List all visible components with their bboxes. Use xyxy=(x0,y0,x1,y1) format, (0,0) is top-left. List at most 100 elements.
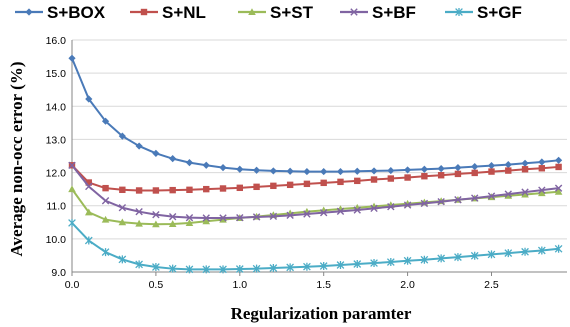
data-point-s-gf xyxy=(386,258,395,267)
data-point-s-st xyxy=(219,215,227,223)
x-tick-label: 0.5 xyxy=(149,279,164,291)
data-point-s-bf xyxy=(538,186,546,194)
data-point-s-nl xyxy=(85,179,92,186)
y-tick-label: 10.0 xyxy=(46,234,67,246)
data-point-s-nl xyxy=(169,186,176,194)
data-point-s-nl xyxy=(387,175,395,182)
data-point-s-gf xyxy=(68,218,76,227)
legend-marker xyxy=(248,8,256,15)
data-point-s-bf xyxy=(135,207,143,216)
data-point-s-nl xyxy=(538,165,546,172)
data-point-s-box xyxy=(387,166,395,175)
data-point-s-st xyxy=(152,220,160,228)
data-point-s-box xyxy=(471,163,479,171)
x-tick-label: 1.5 xyxy=(316,279,331,291)
x-tick-label: 1.0 xyxy=(232,279,247,291)
x-tick-label: 0.0 xyxy=(65,279,80,291)
data-point-s-bf xyxy=(353,206,361,214)
data-point-s-gf xyxy=(353,260,362,269)
data-point-s-gf xyxy=(420,255,429,264)
series-s-bf xyxy=(68,161,563,222)
data-point-s-bf xyxy=(437,198,445,206)
data-point-s-box xyxy=(320,167,328,176)
data-point-s-box xyxy=(101,117,110,125)
data-point-s-gf xyxy=(269,264,278,273)
data-point-s-nl xyxy=(203,185,210,193)
data-point-s-gf xyxy=(252,264,261,273)
series-line-s-box xyxy=(71,57,559,173)
data-point-s-box xyxy=(504,161,512,169)
data-point-s-gf xyxy=(336,261,345,270)
data-point-s-bf xyxy=(504,190,512,198)
data-point-s-gf xyxy=(454,253,462,262)
data-point-s-bf xyxy=(185,213,194,222)
y-tick-label: 16.0 xyxy=(46,35,67,47)
data-point-s-box xyxy=(370,167,378,175)
data-point-s-gf xyxy=(219,265,227,274)
data-point-s-box xyxy=(135,142,143,150)
data-point-s-gf xyxy=(235,265,244,274)
data-point-s-nl xyxy=(488,168,495,175)
data-point-s-gf xyxy=(554,244,563,253)
data-point-s-nl xyxy=(119,186,126,194)
legend-marker xyxy=(25,8,33,16)
legend-item-s-box: S+BOX xyxy=(15,3,106,22)
data-point-s-bf xyxy=(471,194,479,202)
data-point-s-gf xyxy=(470,251,479,260)
data-point-s-st xyxy=(168,220,177,227)
data-point-s-bf xyxy=(554,184,563,192)
legend-label: S+BF xyxy=(372,3,416,22)
data-point-s-bf xyxy=(403,201,412,209)
data-point-s-gf xyxy=(521,247,529,256)
data-point-s-st xyxy=(84,208,93,216)
series-line-s-nl xyxy=(71,164,559,192)
data-point-s-nl xyxy=(135,187,143,194)
data-point-s-st xyxy=(135,219,143,227)
data-point-s-nl xyxy=(219,185,227,192)
data-point-s-nl xyxy=(354,177,361,185)
data-point-s-nl xyxy=(320,179,327,187)
y-tick-label: 9.0 xyxy=(51,267,66,279)
data-point-s-gf xyxy=(437,254,446,263)
series-s-gf xyxy=(68,218,563,274)
data-point-s-box xyxy=(118,132,126,140)
data-point-s-gf xyxy=(135,260,143,269)
data-point-s-nl xyxy=(521,166,529,173)
data-point-s-st xyxy=(202,217,211,225)
legend-marker xyxy=(350,8,358,16)
data-point-s-box xyxy=(68,54,76,62)
x-tick-labels: 0.0 0.5 1.0 1.5 2.0 2.5 xyxy=(65,279,499,291)
legend: S+BOX S+NL S+ST S+BF S+GF xyxy=(15,3,522,22)
y-tick-label: 14.0 xyxy=(46,101,67,113)
data-point-s-gf xyxy=(286,263,294,272)
data-point-s-bf xyxy=(68,161,76,169)
data-point-s-st xyxy=(185,219,194,226)
legend-marker xyxy=(455,8,463,16)
data-point-s-box xyxy=(487,162,496,170)
data-point-s-nl xyxy=(404,174,411,181)
data-point-s-nl xyxy=(555,163,562,171)
legend-item-s-nl: S+NL xyxy=(130,3,206,22)
data-point-s-nl xyxy=(421,173,428,180)
legend-label: S+BOX xyxy=(47,3,106,22)
data-point-s-box xyxy=(152,149,160,157)
legend-marker xyxy=(140,8,148,16)
series-group xyxy=(68,54,563,274)
data-point-s-gf xyxy=(185,265,194,274)
data-point-s-box xyxy=(252,166,261,174)
y-tick-label: 12.0 xyxy=(46,168,67,180)
data-point-s-nl xyxy=(370,176,378,183)
series-line-s-bf xyxy=(71,164,559,219)
data-point-s-nl xyxy=(471,169,478,177)
y-tick-labels: 9.0 10.0 11.0 12.0 13.0 14.0 15.0 16.0 xyxy=(46,35,67,279)
data-point-s-bf xyxy=(387,203,395,211)
series-s-nl xyxy=(68,162,562,194)
data-point-s-nl xyxy=(337,178,344,186)
data-point-s-bf xyxy=(168,212,177,221)
data-point-s-bf xyxy=(336,207,345,216)
y-axis-title: Average non-occ error (%) xyxy=(7,62,26,257)
data-point-s-st xyxy=(554,187,563,195)
series-line-s-st xyxy=(71,188,559,226)
data-point-s-box xyxy=(202,161,210,169)
